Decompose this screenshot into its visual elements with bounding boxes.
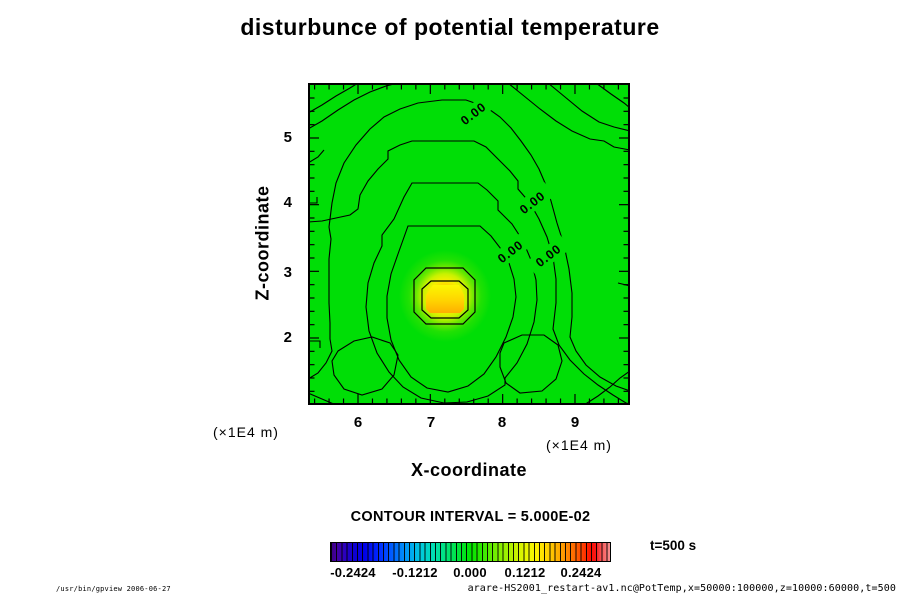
z-tick-label: 4: [283, 194, 292, 211]
contour-interval-text: CONTOUR INTERVAL = 5.000E-02: [350, 509, 591, 525]
time-label: t=500 s: [650, 538, 697, 553]
x-tick-label: 8: [497, 414, 507, 431]
contour-label-gaps: [450, 93, 571, 276]
colorbar-tick-label: -0.1212: [392, 565, 438, 580]
colorbar-labels: -0.2424 -0.1212 0.000 0.1212 0.2424: [330, 565, 611, 581]
x-tick-label: 6: [353, 414, 363, 431]
colorbar-tick-label: 0.1212: [504, 565, 546, 580]
colorbar-tick-label: 0.2424: [560, 565, 602, 580]
x-tick-label: 7: [426, 414, 436, 431]
tool-version-text: /usr/bin/gpview 2006-06-27: [56, 585, 171, 593]
data-source-text: arare-HS2001_restart-av1.nc@PotTemp,x=50…: [467, 583, 896, 594]
plot-border: [308, 83, 630, 405]
x-axis-label: X-coordinate: [410, 460, 527, 480]
colorbar-tick-label: -0.2424: [330, 565, 376, 580]
z-tick-label: 5: [283, 129, 292, 146]
z-tick-label: 2: [283, 329, 292, 346]
x-tick-label: 9: [570, 414, 580, 431]
z-axis-label: Z-coordinate: [252, 185, 273, 301]
page-title: disturbunce of potential temperature: [240, 14, 660, 40]
hotspot-inner-ring: [421, 280, 469, 319]
z-axis-unit: (×1E4 m): [213, 424, 279, 440]
contour-plot-area: 0.00 0.00 0.00 0.00: [307, 82, 631, 406]
colorbar-tick-label: 0.000: [453, 565, 487, 580]
x-axis-unit: (×1E4 m): [546, 437, 612, 453]
hotspot-outer-ring: [413, 267, 476, 325]
colorbar: [330, 542, 611, 562]
contour-plot: 0.00 0.00 0.00 0.00: [307, 82, 631, 406]
hotspot-core: [426, 285, 464, 313]
axis-tick-marks: [310, 85, 628, 403]
plot-background: [308, 83, 630, 405]
z-tick-label: 3: [283, 264, 292, 281]
